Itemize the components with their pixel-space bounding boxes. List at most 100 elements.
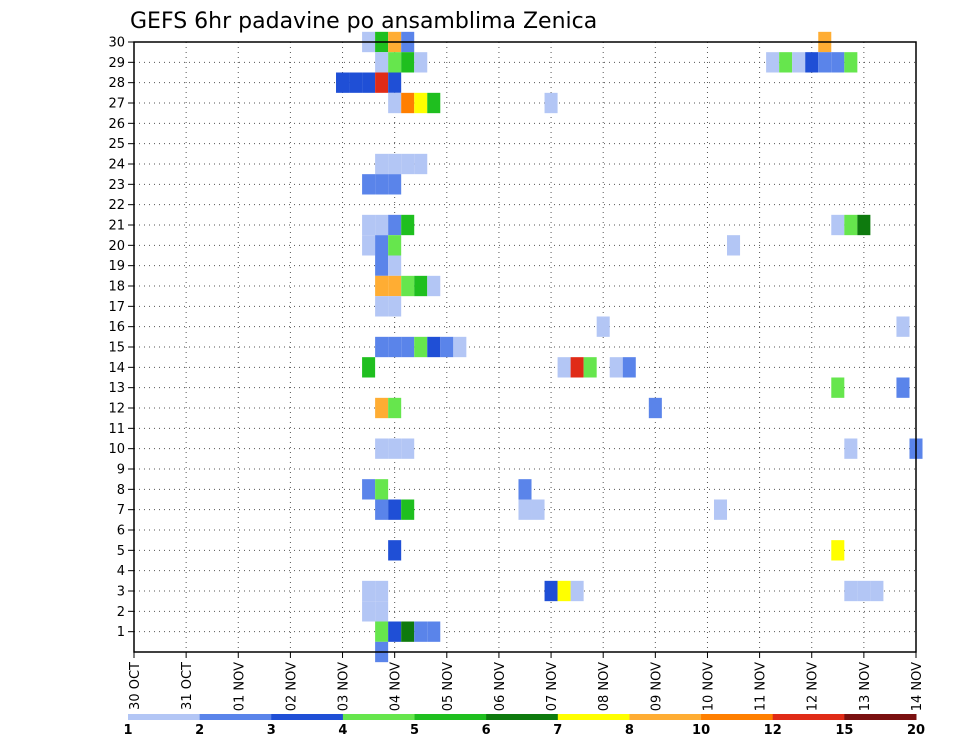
- y-tick-label: 14: [108, 361, 125, 376]
- y-tick-label: 17: [108, 300, 125, 315]
- colorbar-swatch: [486, 714, 559, 720]
- data-cell: [375, 499, 389, 520]
- colorbar-label: 1: [123, 723, 132, 738]
- data-cell: [375, 72, 389, 93]
- data-cell: [427, 621, 441, 642]
- data-cell: [388, 296, 402, 317]
- data-cell: [401, 438, 415, 459]
- data-cell: [362, 580, 376, 602]
- data-cell: [362, 357, 376, 378]
- data-cell: [401, 336, 415, 358]
- colorbar-swatch: [271, 714, 344, 720]
- data-cell: [544, 92, 558, 114]
- data-cell: [844, 214, 858, 236]
- y-tick-label: 11: [108, 422, 125, 437]
- data-cell: [388, 438, 402, 459]
- y-tick-label: 22: [108, 198, 125, 213]
- data-cell: [792, 52, 806, 73]
- data-cell: [388, 540, 402, 561]
- y-axis: 1234567891011121314151617181920212223242…: [108, 36, 134, 640]
- data-cell: [375, 580, 389, 602]
- x-tick-label: 14 NOV: [910, 662, 925, 711]
- data-cell: [362, 235, 376, 256]
- data-cell: [375, 479, 389, 500]
- data-cell: [375, 52, 389, 73]
- data-cell: [609, 357, 623, 378]
- data-cell: [388, 52, 402, 73]
- data-cell: [362, 174, 376, 195]
- data-cell: [648, 397, 662, 419]
- y-tick-label: 4: [117, 564, 125, 579]
- colorbar-label: 8: [625, 723, 634, 738]
- data-cell: [557, 357, 571, 378]
- grid-lines: [133, 41, 917, 652]
- colorbar-label: 10: [692, 723, 710, 738]
- x-tick-label: 10 NOV: [701, 662, 716, 711]
- data-cell: [518, 479, 532, 500]
- data-cell: [622, 357, 636, 378]
- y-tick-label: 20: [108, 239, 125, 254]
- data-cell: [388, 153, 402, 175]
- y-tick-label: 10: [108, 442, 125, 457]
- colorbar-swatch: [557, 714, 630, 720]
- data-cell: [401, 153, 415, 175]
- colorbar-swatch: [844, 714, 917, 720]
- data-cell: [388, 235, 402, 256]
- y-tick-label: 23: [108, 178, 125, 193]
- x-tick-label: 04 NOV: [389, 662, 404, 711]
- x-tick-label: 02 NOV: [284, 662, 299, 711]
- y-tick-label: 29: [108, 56, 125, 71]
- data-cell: [375, 255, 389, 276]
- data-cell: [844, 52, 858, 73]
- y-tick-label: 18: [108, 280, 125, 295]
- colorbar-swatch: [342, 714, 416, 720]
- data-cell: [831, 214, 845, 236]
- x-tick-label: 30 OCT: [128, 662, 143, 710]
- data-cell: [388, 499, 402, 520]
- colorbar-label: 15: [835, 723, 853, 738]
- x-tick-label: 12 NOV: [806, 662, 821, 711]
- data-cell: [401, 214, 415, 236]
- data-cell: [440, 336, 454, 358]
- chart-title: GEFS 6hr padavine po ansamblima Zenica: [130, 9, 597, 34]
- data-cell: [388, 621, 402, 642]
- data-cell: [779, 52, 793, 73]
- data-cell: [896, 316, 910, 337]
- data-cell: [818, 52, 832, 73]
- data-cell: [414, 92, 428, 114]
- data-cell: [427, 92, 441, 114]
- colorbar-label: 7: [553, 723, 562, 738]
- x-tick-label: 07 NOV: [545, 662, 560, 711]
- data-cell: [831, 540, 845, 561]
- data-cell: [414, 621, 428, 642]
- colorbar-swatch: [199, 714, 272, 720]
- colorbar-label: 3: [267, 723, 276, 738]
- y-tick-label: 27: [108, 97, 125, 112]
- x-tick-label: 05 NOV: [441, 662, 456, 711]
- colorbar-label: 12: [764, 723, 782, 738]
- data-cell: [388, 336, 402, 358]
- data-cell: [414, 275, 428, 297]
- data-cell: [401, 275, 415, 297]
- data-cell: [336, 72, 350, 93]
- data-cell: [414, 153, 428, 175]
- y-tick-label: 6: [117, 524, 125, 539]
- colorbar-swatch: [629, 714, 702, 720]
- colorbar-label: 2: [195, 723, 204, 738]
- colorbar-label: 6: [482, 723, 491, 738]
- data-cell: [349, 72, 363, 93]
- colorbar: 1 2 3 4 5 6 7 8 10 12 15 20: [123, 714, 925, 738]
- colorbar-swatch: [128, 714, 201, 720]
- colorbar-swatch: [701, 714, 774, 720]
- data-cell: [453, 336, 467, 358]
- x-tick-label: 03 NOV: [337, 662, 352, 711]
- y-tick-label: 15: [108, 341, 125, 356]
- data-cell: [583, 357, 597, 378]
- data-cell: [557, 580, 571, 602]
- x-tick-label: 01 NOV: [232, 662, 247, 711]
- data-cell: [401, 52, 415, 73]
- data-cell: [414, 52, 428, 73]
- y-tick-label: 28: [108, 76, 125, 91]
- data-cell: [844, 580, 858, 602]
